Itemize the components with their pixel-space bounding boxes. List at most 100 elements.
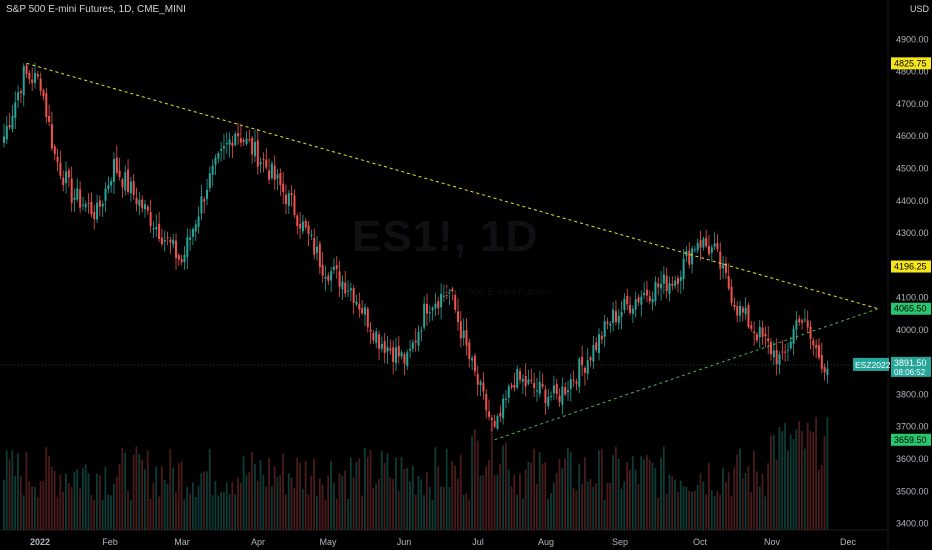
candle-body <box>115 157 118 173</box>
volume-bar <box>533 448 535 530</box>
candle-body <box>544 389 547 403</box>
volume-bar <box>363 447 366 530</box>
volume-bar <box>110 495 112 530</box>
volume-bar <box>200 473 203 530</box>
candle-body <box>355 301 358 305</box>
volume-bar <box>310 475 313 530</box>
candle-body <box>301 221 304 232</box>
volume-bar <box>606 482 609 530</box>
candle-body <box>251 138 254 155</box>
volume-bar <box>386 453 389 530</box>
candle-body <box>564 386 567 395</box>
candle-body <box>327 275 330 281</box>
volume-bar <box>564 458 566 530</box>
volume-bar <box>708 462 710 530</box>
volume-bar <box>454 465 456 530</box>
volume-bar <box>434 447 437 530</box>
candle-body <box>535 390 538 392</box>
volume-bar <box>662 446 665 530</box>
candle-body <box>530 379 533 381</box>
volume-bar <box>784 422 786 530</box>
volume-bar <box>372 487 375 530</box>
volume-bar <box>671 476 674 530</box>
volume-bar <box>183 499 186 530</box>
candle-body <box>3 136 5 143</box>
volume-bar <box>242 455 245 530</box>
volume-bar <box>535 483 538 530</box>
volume-bar <box>290 477 293 530</box>
volume-bar <box>160 465 163 530</box>
volume-bar <box>25 452 28 530</box>
volume-bar <box>101 499 104 530</box>
candle-body <box>129 181 132 194</box>
volume-bar <box>279 475 282 530</box>
candle-body <box>324 277 327 279</box>
volume-bar <box>665 493 668 530</box>
candle-body <box>445 294 448 296</box>
candle-body <box>775 349 778 365</box>
candle-body <box>741 307 744 313</box>
volume-bar <box>231 482 234 530</box>
volume-bar <box>56 497 59 530</box>
candle-body <box>152 228 155 230</box>
volume-bar <box>445 448 448 530</box>
time-tick-label: Aug <box>538 537 554 547</box>
volume-bar <box>815 417 817 530</box>
volume-bar <box>79 488 81 530</box>
candle-body <box>696 242 699 251</box>
volume-bar <box>282 453 284 530</box>
volume-bar <box>194 496 197 530</box>
candle-body <box>716 242 719 250</box>
candle-body <box>259 161 262 165</box>
candle-body <box>459 321 462 339</box>
candle-body <box>595 342 598 351</box>
volume-bar <box>826 417 829 530</box>
candle-body <box>428 312 431 314</box>
volume-bar <box>327 475 330 530</box>
volume-bar <box>578 463 581 530</box>
volume-bar <box>795 429 798 530</box>
price-tick-label: 4800.00 <box>896 67 929 77</box>
volume-bar <box>719 494 722 530</box>
candle-body <box>665 275 668 292</box>
volume-bar <box>623 481 626 530</box>
candle-body <box>662 274 665 284</box>
volume-bar <box>803 448 806 530</box>
price-tick-label: 4100.00 <box>896 293 929 303</box>
candle-body <box>45 93 48 118</box>
candle-body <box>609 323 612 326</box>
candle-body <box>739 305 742 316</box>
price-label-text: 4196.25 <box>894 262 927 272</box>
candle-body <box>727 276 730 289</box>
candle-body <box>668 283 671 294</box>
price-tick-label: 4000.00 <box>896 325 929 335</box>
candle-body <box>815 345 818 349</box>
candle-body <box>332 266 335 270</box>
volume-bar <box>414 495 417 530</box>
volume-bar <box>228 493 231 530</box>
volume-bar <box>555 472 558 530</box>
volume-bar <box>293 487 296 530</box>
volume-bar <box>538 452 541 530</box>
volume-bar <box>81 468 84 530</box>
candle-body <box>569 379 572 390</box>
candle-body <box>101 203 104 207</box>
candle-body <box>547 396 550 407</box>
candle-body <box>755 334 758 341</box>
candle-body <box>426 303 428 314</box>
volume-bar <box>172 467 174 530</box>
candle-body <box>454 294 457 310</box>
candle-body <box>442 295 445 297</box>
price-tick-label: 3700.00 <box>896 422 929 432</box>
price-tick-label: 4500.00 <box>896 163 929 173</box>
candle-body <box>262 158 265 161</box>
volume-bar <box>400 457 403 530</box>
volume-bar <box>222 492 225 530</box>
candle-body <box>817 344 820 358</box>
candle-body <box>380 343 383 349</box>
time-tick-label: Oct <box>693 537 708 547</box>
volume-bar <box>214 480 217 530</box>
candle-body <box>513 385 516 388</box>
candle-body <box>194 224 197 232</box>
